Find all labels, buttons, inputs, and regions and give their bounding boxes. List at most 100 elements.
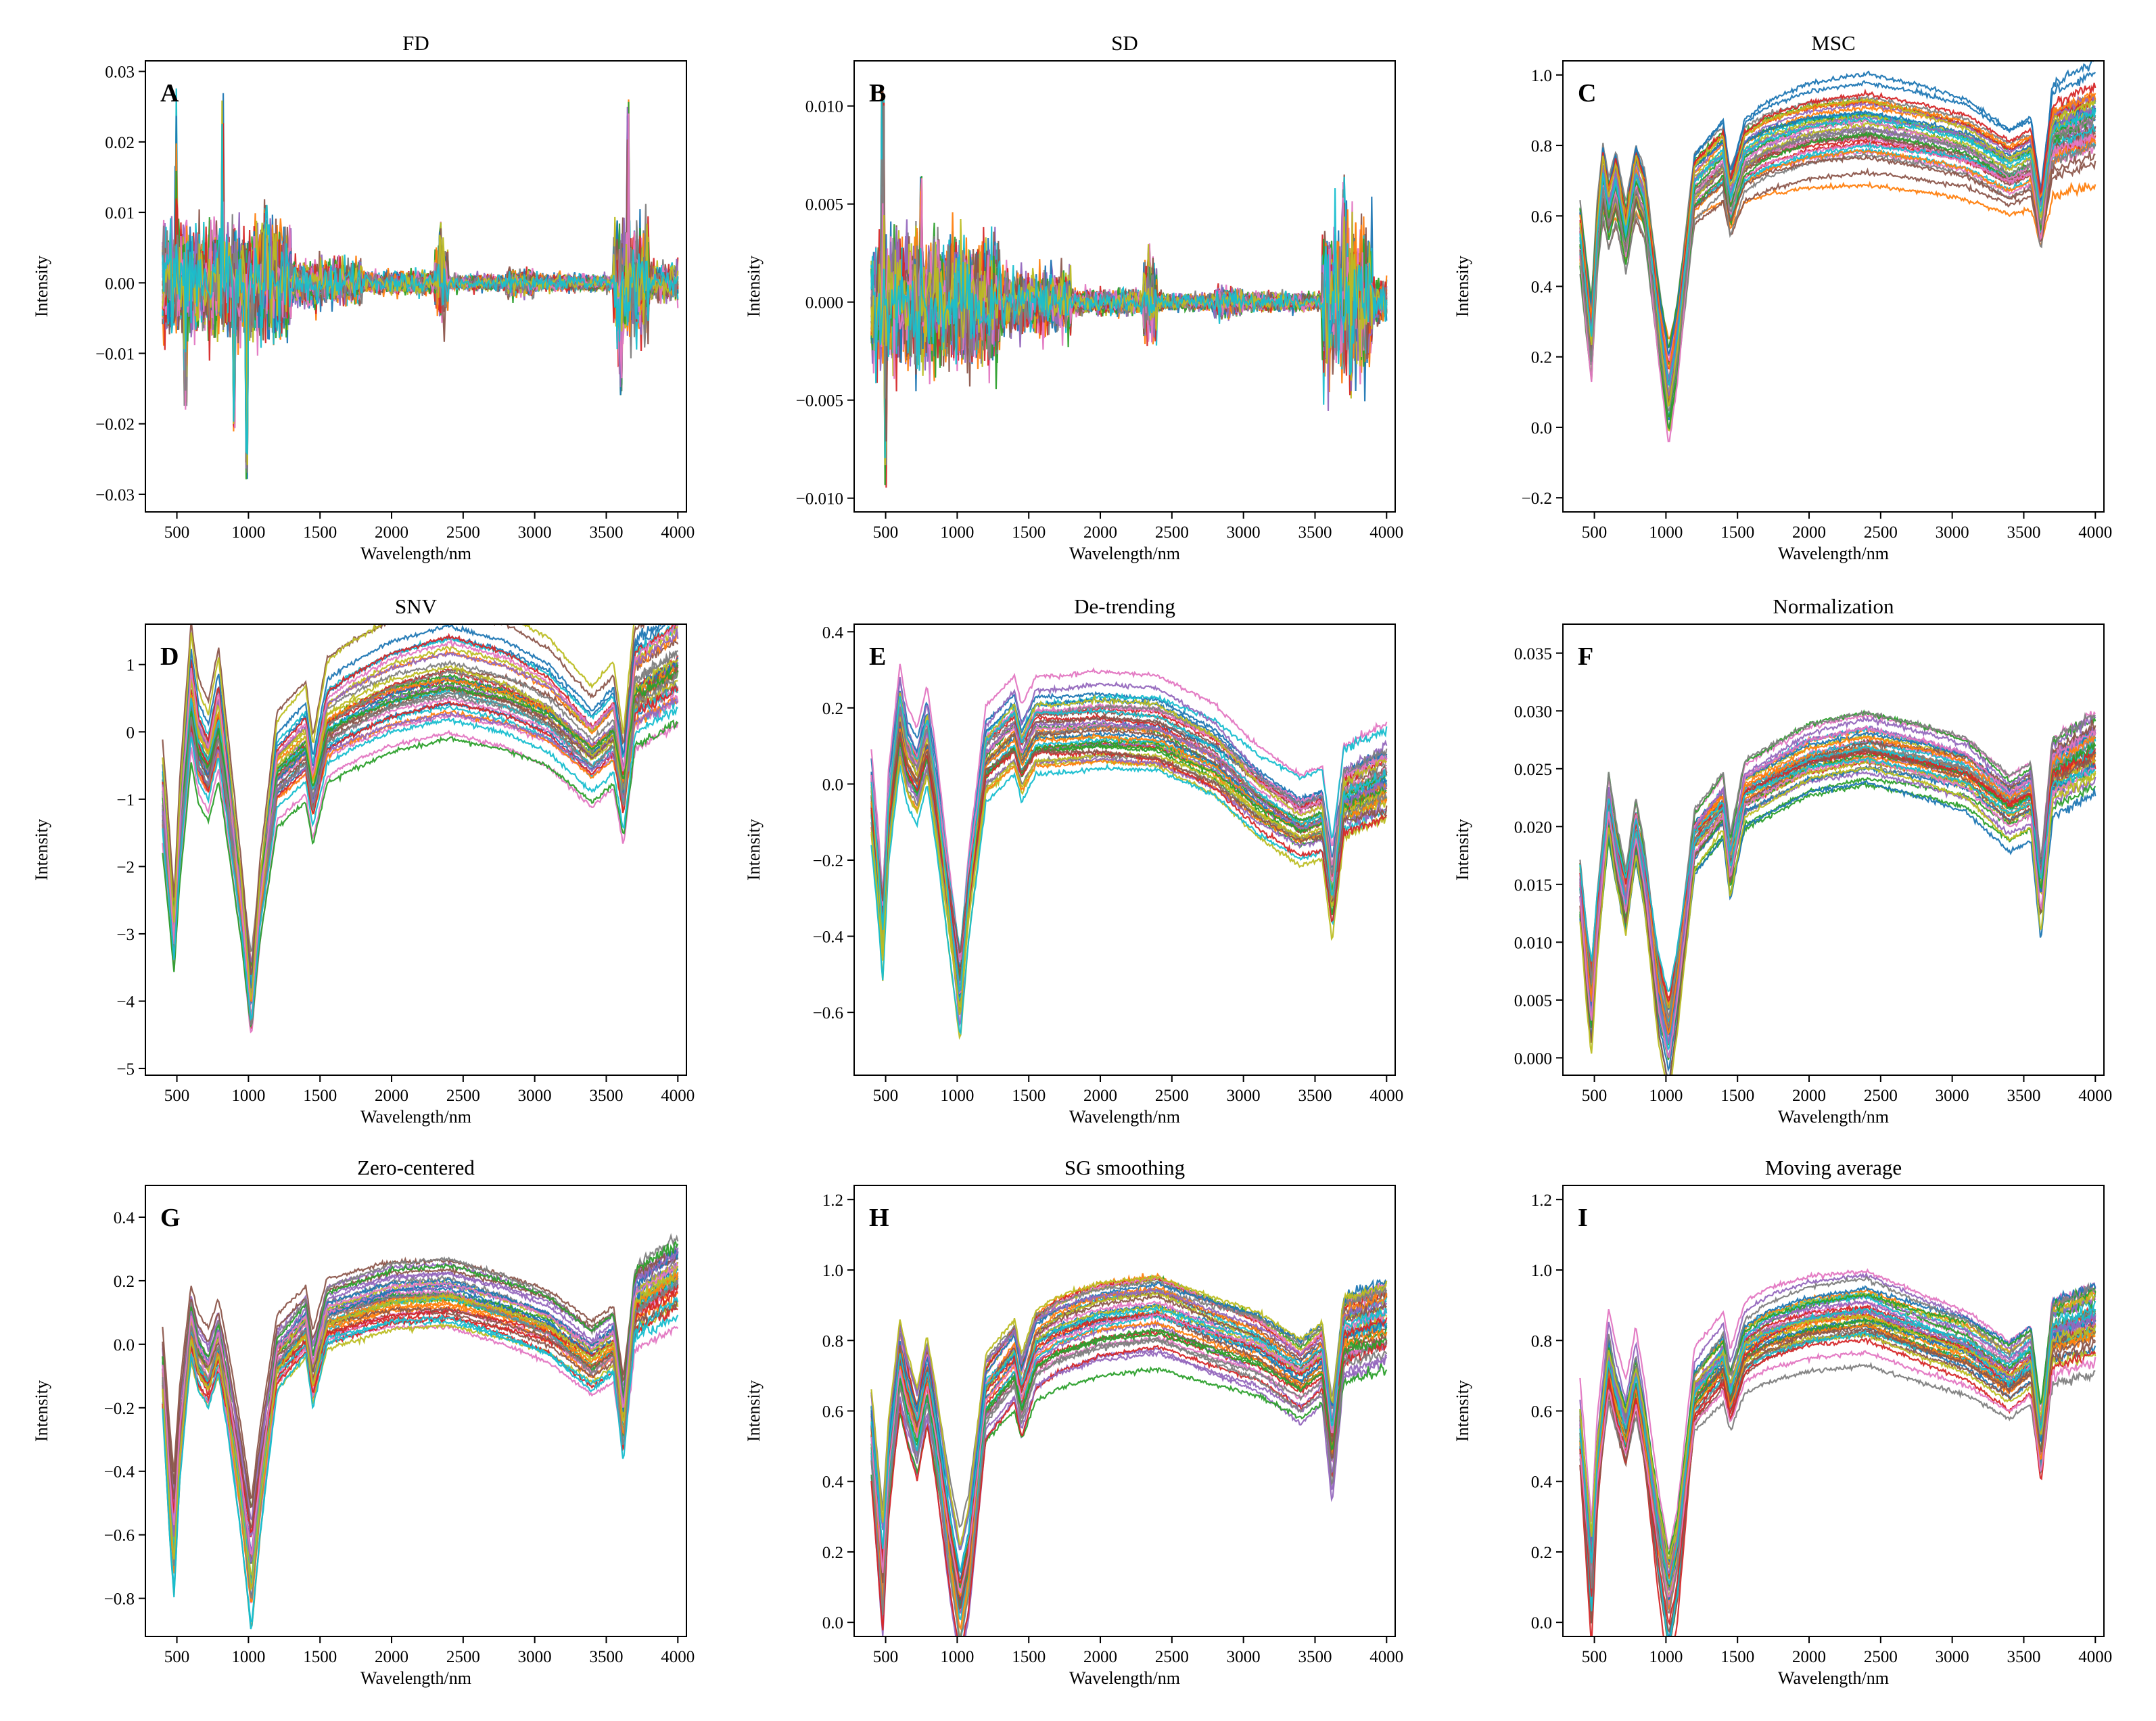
x-tick-label: 3000	[1227, 1087, 1261, 1105]
x-tick-label: 2500	[446, 1648, 480, 1666]
series-group	[1579, 709, 2096, 1075]
x-tick-label: 2500	[1155, 523, 1189, 542]
y-tick-label: −3	[116, 926, 135, 944]
x-tick-label: 4000	[1369, 523, 1403, 542]
x-axis-label: Wavelength/nm	[1778, 544, 1889, 563]
y-tick-label: 0.025	[1514, 761, 1552, 779]
series-line	[162, 116, 679, 396]
series-line	[870, 1285, 1388, 1528]
y-tick-label: −0.2	[813, 852, 843, 870]
series-line	[870, 1273, 1388, 1546]
y-tick-label: 0.0	[1531, 1614, 1552, 1632]
x-tick-label: 2500	[1155, 1648, 1189, 1666]
panel-title: SD	[1111, 31, 1138, 55]
series-line	[1579, 181, 2096, 339]
panel-e: 500 1000 1500 2000 2500 3000 3500 4000 −0.6 −0.4 −…	[744, 594, 1403, 1127]
panel-title: Normalization	[1773, 594, 1894, 618]
plot-frame	[145, 1185, 687, 1637]
panel-letter: I	[1578, 1204, 1588, 1232]
series-group	[162, 1233, 679, 1630]
y-axis-label: Intensity	[744, 256, 764, 317]
series-line	[162, 719, 679, 1028]
x-tick-label: 1500	[1720, 523, 1754, 542]
plot-frame	[853, 623, 1396, 1076]
y-tick-label: 0	[126, 724, 135, 742]
x-tick-label: 2500	[1864, 1648, 1898, 1666]
series-line	[870, 1335, 1388, 1636]
x-tick-label: 3500	[2007, 523, 2040, 542]
y-tick-label: −0.6	[813, 1004, 843, 1022]
y-tick-label: 0.2	[822, 700, 843, 718]
y-tick-label: 0.0	[822, 1614, 843, 1632]
x-tick-label: 1500	[1012, 1087, 1046, 1105]
x-tick-label: 3000	[518, 523, 552, 542]
series-line	[870, 1292, 1388, 1610]
y-tick-label: 0.8	[1531, 1332, 1552, 1350]
x-tick-label: 4000	[661, 1648, 695, 1666]
series-group	[870, 88, 1388, 488]
x-tick-label: 3500	[589, 1648, 623, 1666]
y-tick-label: 1.2	[822, 1192, 843, 1210]
panel-letter: G	[160, 1204, 181, 1232]
series-line	[162, 638, 679, 999]
series-line	[870, 696, 1387, 993]
x-tick-label: 1000	[1649, 1648, 1683, 1666]
x-tick-label: 2000	[1792, 1087, 1826, 1105]
series-line	[162, 706, 678, 1021]
x-axis-label: Wavelength/nm	[360, 544, 471, 563]
panel-b: 500 1000 1500 2000 2500 3000 3500 4000 −0.010 −0.…	[744, 31, 1403, 563]
series-line	[1579, 1313, 2096, 1560]
y-tick-label: 0.010	[1514, 934, 1552, 952]
series-line	[162, 661, 679, 997]
x-tick-label: 500	[1582, 523, 1608, 542]
y-axis-label: Intensity	[32, 256, 51, 317]
x-tick-label: 2000	[375, 1087, 408, 1105]
series-line	[1579, 765, 2096, 1075]
series-line	[1579, 108, 2096, 387]
y-tick-label: 0.005	[1514, 992, 1552, 1010]
y-axis-label: Intensity	[1453, 256, 1472, 317]
x-tick-label: 4000	[2078, 1648, 2112, 1666]
x-tick-label: 500	[1582, 1648, 1608, 1666]
y-tick-label: −1	[116, 791, 135, 809]
plot-frame	[1562, 60, 2105, 513]
x-tick-label: 3500	[1298, 1087, 1332, 1105]
series-line	[162, 661, 679, 1000]
series-line	[870, 1287, 1388, 1551]
x-axis-label: Wavelength/nm	[360, 1107, 471, 1127]
x-tick-label: 500	[164, 1648, 190, 1666]
series-line	[162, 1261, 679, 1555]
series-line	[1579, 116, 2096, 430]
y-tick-label: −0.4	[104, 1463, 135, 1482]
x-tick-label: 500	[1582, 1087, 1608, 1105]
series-line	[162, 1262, 679, 1576]
series-line	[1579, 1268, 2096, 1550]
series-line	[162, 624, 679, 1018]
panel-letter: E	[869, 642, 886, 671]
series-group	[162, 88, 679, 479]
y-tick-label: 0.8	[1531, 137, 1552, 156]
panel-a: 500 1000 1500 2000 2500 3000 3500 4000 −0.03 −0.0…	[32, 31, 695, 563]
plot-frame	[145, 60, 687, 513]
x-tick-label: 2000	[1083, 1087, 1117, 1105]
y-tick-label: −0.2	[104, 1400, 135, 1418]
series-line	[1579, 105, 2096, 381]
x-axis-label: Wavelength/nm	[360, 1668, 471, 1688]
x-tick-label: 1500	[1012, 523, 1046, 542]
y-axis-label: Intensity	[32, 819, 51, 880]
y-axis-label: Intensity	[32, 1380, 51, 1442]
y-tick-label: 0.6	[1531, 1403, 1552, 1421]
y-tick-label: −0.8	[104, 1590, 135, 1609]
x-tick-label: 4000	[1369, 1648, 1403, 1666]
x-tick-label: 4000	[661, 1087, 695, 1105]
panel-title: SNV	[395, 594, 438, 618]
x-axis-label: Wavelength/nm	[1069, 1107, 1180, 1127]
x-tick-label: 4000	[661, 523, 695, 542]
y-tick-label: 0.02	[105, 134, 135, 152]
y-tick-label: 0.6	[822, 1403, 843, 1421]
series-line	[162, 697, 678, 1001]
x-tick-label: 500	[873, 1087, 899, 1105]
panel-title: Moving average	[1765, 1156, 1902, 1179]
y-tick-label: −0.005	[796, 392, 843, 410]
series-line	[1579, 113, 2096, 412]
